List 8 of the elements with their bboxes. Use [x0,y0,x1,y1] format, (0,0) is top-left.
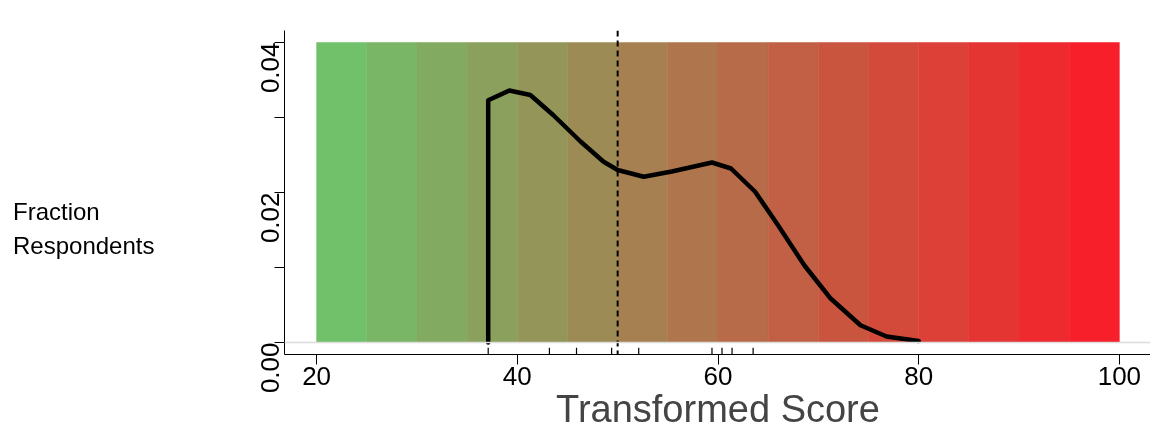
x-tick-label: 20 [302,360,332,391]
y-axis-title: Fraction Respondents [13,197,155,261]
y-tick-label: 0.02 [254,192,285,244]
y-tick-label: 0.04 [254,42,285,94]
y-tick-label: 0.00 [254,342,285,394]
x-tick-label: 40 [502,360,532,391]
x-tick-label: 80 [904,360,934,391]
x-tick-label: 100 [1097,360,1142,391]
